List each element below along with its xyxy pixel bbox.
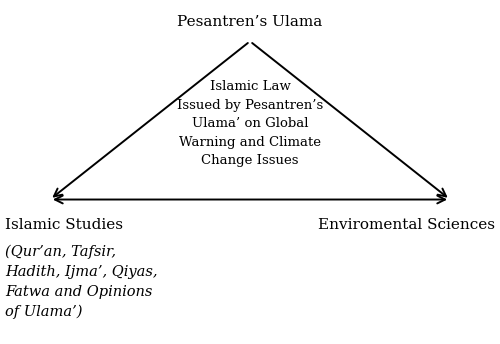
Text: Islamic Law
Issued by Pesantren’s
Ulama’ on Global
Warning and Climate
Change Is: Islamic Law Issued by Pesantren’s Ulama’… (177, 80, 323, 167)
Text: (Qur’an, Tafsir,
Hadith, Ijma’, Qiyas,
Fatwa and Opinions
of Ulama’): (Qur’an, Tafsir, Hadith, Ijma’, Qiyas, F… (5, 244, 158, 319)
Text: Pesantren’s Ulama: Pesantren’s Ulama (178, 15, 322, 29)
Text: Islamic Studies: Islamic Studies (5, 218, 123, 233)
Text: Enviromental Sciences: Enviromental Sciences (318, 218, 495, 233)
